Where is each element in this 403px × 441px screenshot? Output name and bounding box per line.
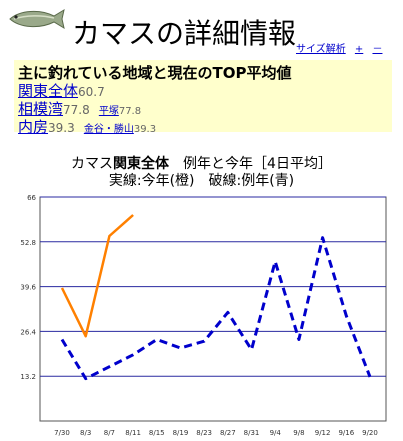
series-line-average [60, 236, 372, 381]
plot-area [39, 196, 387, 422]
x-tick-label: 9/4 [270, 429, 282, 437]
area-link-kanto[interactable]: 関東全体 [18, 82, 79, 100]
x-tick-label: 9/8 [293, 429, 304, 437]
area-link-sagami[interactable]: 相模湾 [18, 100, 64, 118]
chart-subtitle: 実線:今年(橙) 破線:例年(青) [108, 173, 295, 189]
top-areas-box: 主に釣れている地域と現在のTOP平均値 関東全体60.7 相模湾77.8 平塚7… [14, 60, 392, 136]
spot-link-hiratsuka[interactable]: 平塚 [98, 106, 119, 117]
spot-value: 39.3 [133, 124, 157, 135]
zoom-in-link[interactable]: + [354, 44, 364, 55]
chart-title: カマス関東全体 例年と今年［4日平均］ [0, 153, 403, 173]
area-row: 内房39.3 金谷・勝山39.3 [18, 116, 156, 137]
y-tick-label: 52.8 [20, 239, 36, 247]
x-tick-label: 7/30 [54, 429, 70, 437]
area-row: 相模湾77.8 平塚77.8 [18, 98, 141, 119]
y-tick-label: 26.4 [20, 328, 36, 336]
x-tick-label: 8/11 [125, 429, 141, 437]
x-tick-label: 9/20 [362, 429, 378, 437]
x-tick-label: 8/27 [220, 429, 236, 437]
chart-title-region: 関東全体 [113, 156, 170, 172]
area-row: 関東全体60.7 [18, 80, 105, 101]
area-link-uchibo[interactable]: 内房 [18, 118, 49, 136]
series-line-this-year [60, 214, 134, 338]
y-tick-label: 13.2 [20, 373, 36, 381]
zoom-out-link[interactable]: － [372, 44, 383, 55]
y-tick-label: 39.6 [20, 284, 36, 292]
x-tick-label: 8/15 [149, 429, 165, 437]
chart-title-suffix: 例年と今年［4日平均］ [169, 156, 332, 172]
spot-link-kanaya[interactable]: 金谷・勝山 [83, 124, 134, 135]
x-tick-label: 8/3 [80, 429, 91, 437]
size-analysis-link[interactable]: サイズ解析 [296, 44, 346, 55]
x-tick-label: 9/16 [338, 429, 354, 437]
fish-logo-icon [9, 8, 65, 30]
x-tick-label: 8/7 [104, 429, 115, 437]
line-chart: 13.2 26.4 39.6 52.8 66 7/30 8/3 8/7 8/11 8/15 8/1… [20, 194, 387, 437]
title-links: サイズ解析 + － [296, 40, 388, 55]
y-tick-label: 66 [27, 194, 36, 202]
top-areas-heading: 主に釣れている地域と現在のTOP平均値 [18, 64, 292, 82]
x-tick-label: 8/19 [173, 429, 189, 437]
area-value: 60.7 [78, 85, 105, 99]
area-value: 77.8 [63, 103, 90, 117]
x-tick-label: 8/23 [196, 429, 212, 437]
area-value: 39.3 [48, 121, 75, 135]
x-tick-label: 8/31 [244, 429, 260, 437]
x-tick-label: 9/12 [315, 429, 331, 437]
page-title: カマスの詳細情報 [72, 17, 297, 50]
spot-value: 77.8 [118, 106, 142, 117]
chart-title-fish: カマス [71, 156, 114, 172]
